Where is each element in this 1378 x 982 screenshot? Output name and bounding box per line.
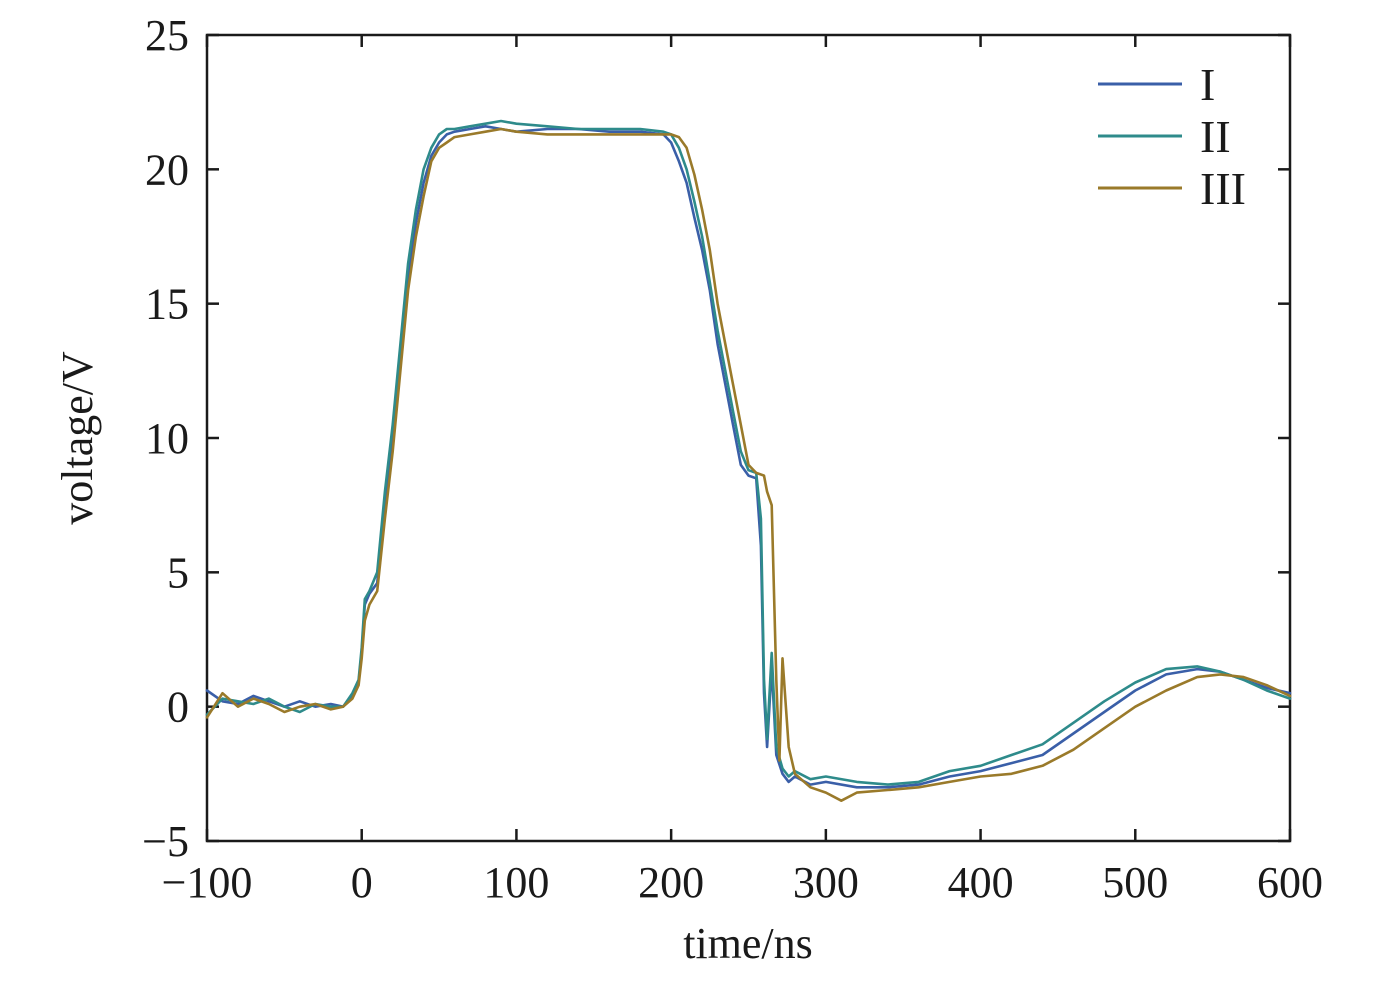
x-tick-label: 0 — [351, 858, 373, 907]
legend-label: III — [1200, 163, 1246, 214]
plot-frame — [205, 33, 1292, 843]
y-tick-label: 10 — [145, 414, 189, 463]
y-tick-label: 5 — [167, 548, 189, 597]
legend-label: II — [1200, 111, 1231, 162]
x-tick-label: 300 — [793, 858, 859, 907]
x-axis-label: time/ns — [683, 919, 813, 968]
legend-label: I — [1200, 59, 1215, 110]
series-line-II — [205, 119, 1292, 786]
y-axis-ticks: −5 0 5 10 15 20 25 — [142, 11, 1290, 866]
y-tick-label: 0 — [167, 683, 189, 732]
x-tick-label: −100 — [162, 858, 253, 907]
x-axis-ticks: −100 0 100 200 300 400 500 600 — [162, 35, 1323, 907]
x-tick-label: 100 — [483, 858, 549, 907]
x-tick-label: 500 — [1102, 858, 1168, 907]
y-tick-label: 25 — [145, 11, 189, 60]
y-tick-label: −5 — [142, 817, 189, 866]
y-tick-label: 15 — [145, 280, 189, 329]
y-axis-label: voltage/V — [53, 351, 102, 525]
y-tick-label: 20 — [145, 145, 189, 194]
series-line-III — [205, 127, 1292, 802]
series-layer — [205, 119, 1292, 802]
x-tick-label: 400 — [948, 858, 1014, 907]
x-tick-label: 600 — [1257, 858, 1323, 907]
x-tick-label: 200 — [638, 858, 704, 907]
